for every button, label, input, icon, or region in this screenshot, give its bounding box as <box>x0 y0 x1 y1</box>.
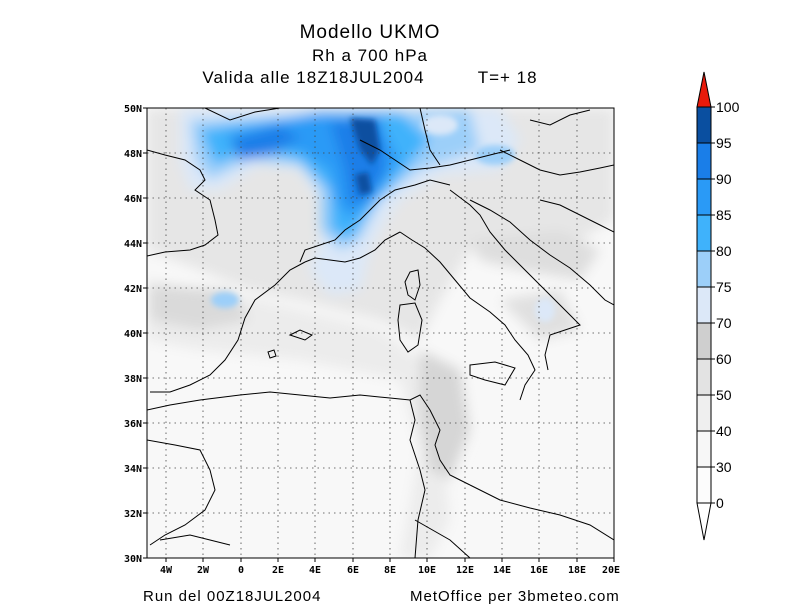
lat-tick-label: 44N <box>124 239 142 250</box>
lon-tick-label: 8E <box>384 565 396 576</box>
lon-tick-label: 10E <box>418 565 436 576</box>
colorbar-label: 75 <box>716 279 732 295</box>
colorbar-swatch <box>696 250 712 288</box>
colorbar-swatch <box>696 142 712 180</box>
lon-tick-label: 16E <box>530 565 548 576</box>
lon-tick-label: 14E <box>493 565 511 576</box>
colorbar-label: 60 <box>716 351 732 367</box>
colorbar <box>696 71 715 541</box>
latitude-axis: 50N 48N 46N 44N 42N 40N 38N 36N 34N 32N … <box>124 104 142 565</box>
map-title: Modello UKMO <box>299 22 441 43</box>
colorbar-label: 70 <box>716 315 732 331</box>
colorbar-label: 50 <box>716 387 732 403</box>
valid-time-line: Valida alle 18Z18JUL2004 T=+ 18 <box>0 68 740 88</box>
lat-tick-label: 42N <box>124 284 142 295</box>
lat-tick-label: 34N <box>124 464 142 475</box>
lon-tick-label: 18E <box>568 565 586 576</box>
colorbar-label: 90 <box>716 171 732 187</box>
colorbar-swatch <box>696 394 712 432</box>
colorbar-swatch <box>696 178 712 216</box>
lat-tick-label: 32N <box>124 509 142 520</box>
forecast-step-label: T=+ 18 <box>477 68 538 87</box>
lon-tick-label: 6E <box>347 565 359 576</box>
coastlines <box>147 108 614 558</box>
lon-tick-label: 4W <box>160 565 173 576</box>
lat-tick-label: 38N <box>124 374 142 385</box>
colorbar-label: 80 <box>716 243 732 259</box>
credit-label: MetOffice per 3bmeteo.com <box>410 588 620 605</box>
lat-tick-label: 36N <box>124 419 142 430</box>
lat-tick-label: 48N <box>124 149 142 160</box>
colorbar-label: 0 <box>716 495 724 511</box>
valid-time-label: Valida alle 18Z18JUL2004 <box>202 68 425 87</box>
lat-tick-label: 30N <box>124 554 142 565</box>
colorbar-bottom-arrow <box>696 502 712 541</box>
axis-ticks <box>143 107 615 562</box>
lat-tick-label: 46N <box>124 194 142 205</box>
lon-tick-label: 20E <box>602 565 620 576</box>
humidity-field <box>147 108 614 558</box>
colorbar-swatch <box>696 430 712 468</box>
colorbar-label: 95 <box>716 135 732 151</box>
colorbar-label: 40 <box>716 423 732 439</box>
lat-tick-label: 50N <box>124 104 142 115</box>
field-label: Rh a 700 hPa <box>312 46 428 65</box>
colorbar-swatch <box>696 466 712 504</box>
colorbar-labels: 100 95 90 85 80 75 70 60 50 40 30 0 <box>716 99 740 511</box>
lon-tick-label: 12E <box>456 565 474 576</box>
colorbar-label: 30 <box>716 459 732 475</box>
colorbar-swatch <box>696 214 712 252</box>
lon-tick-label: 4E <box>309 565 321 576</box>
longitude-axis: 4W 2W 0 2E 4E 6E 8E 10E 12E 14E 16E 18E … <box>160 565 620 576</box>
colorbar-label: 85 <box>716 207 732 223</box>
colorbar-label: 100 <box>716 99 740 115</box>
lat-tick-label: 40N <box>124 329 142 340</box>
colorbar-top-arrow <box>696 71 712 108</box>
colorbar-swatch <box>696 106 712 144</box>
colorbar-swatch <box>696 322 712 360</box>
lon-tick-label: 2W <box>197 565 210 576</box>
lon-tick-label: 2E <box>272 565 284 576</box>
run-label: Run del 00Z18JUL2004 <box>143 588 322 605</box>
lon-tick-label: 0 <box>238 565 244 576</box>
colorbar-swatch <box>696 286 712 324</box>
colorbar-swatch <box>696 358 712 396</box>
